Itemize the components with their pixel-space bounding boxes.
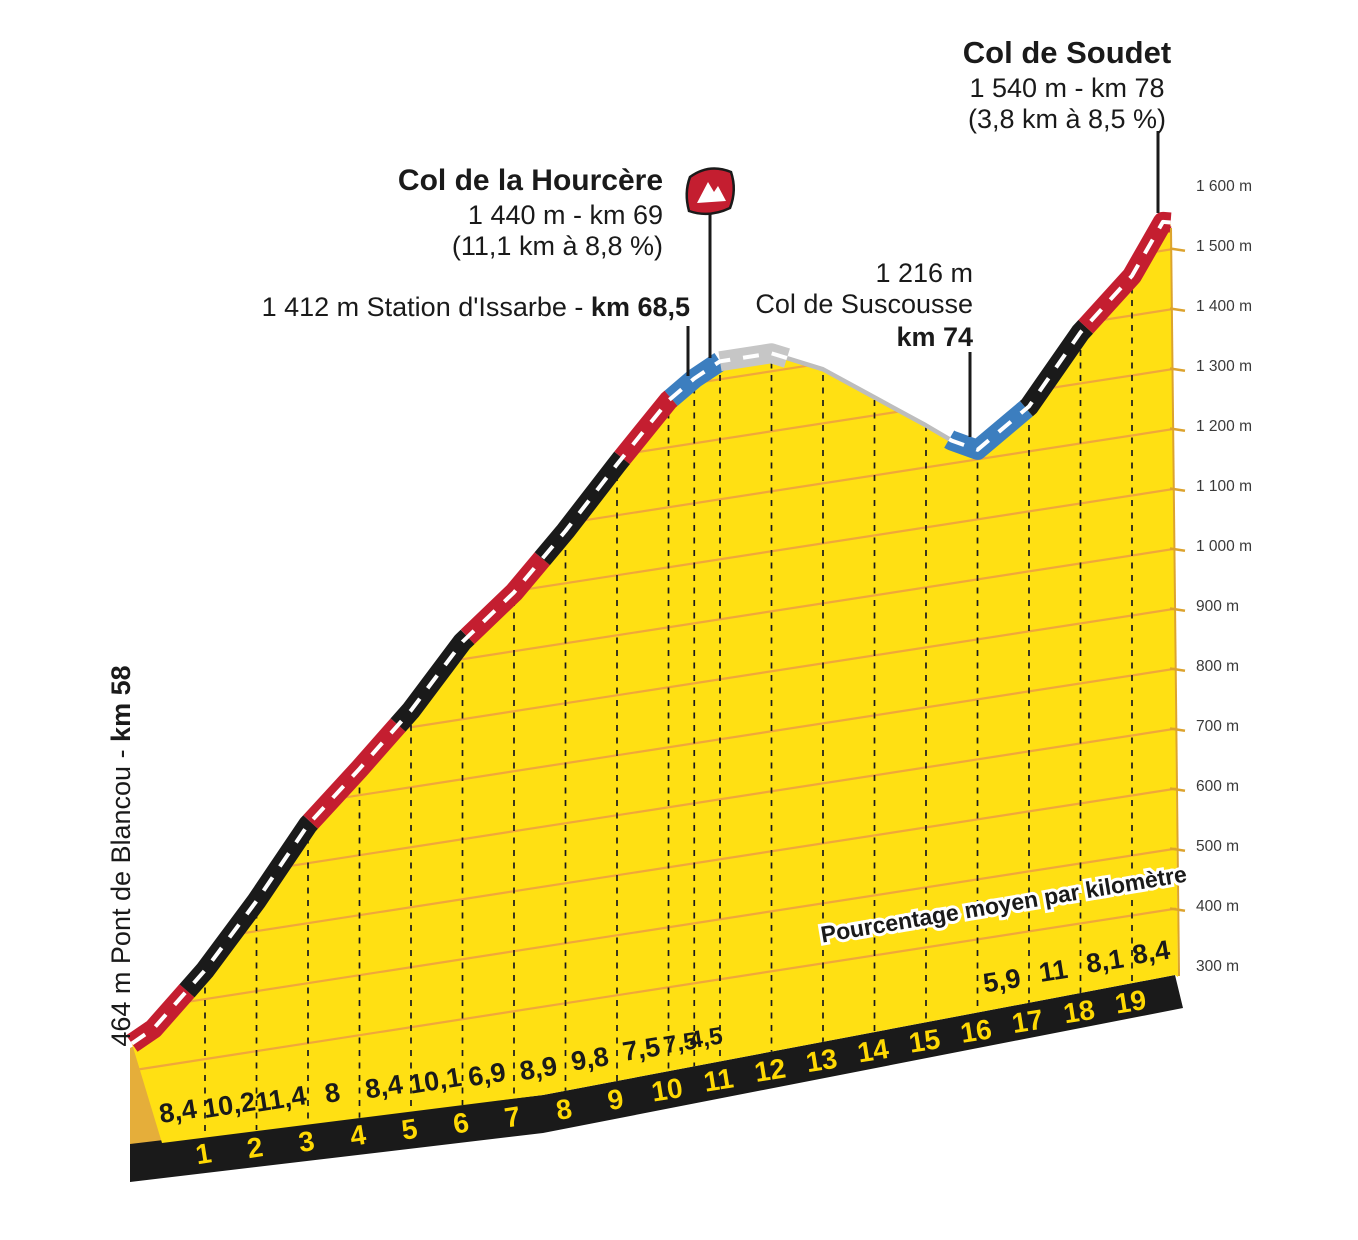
elevation-tick-900m (1169, 607, 1186, 613)
soudet-length-gradient: (3,8 km à 8,5 %) (968, 104, 1166, 134)
road-gradient-bands (126, 211, 1173, 1052)
km-number-4: 4 (348, 1119, 369, 1152)
gridline-600m (137, 787, 1177, 951)
road-segment-thin (786, 355, 951, 442)
km-number-5: 5 (399, 1113, 419, 1146)
elevation-tick-1200m (1169, 427, 1186, 433)
elevation-label-600: 600 m (1196, 778, 1239, 795)
km-number-1: 1 (193, 1137, 213, 1170)
elevation-label-1300: 1 300 m (1196, 358, 1252, 375)
gradient-percent-7_5: 7,5 (620, 1031, 662, 1067)
gridline-400m (137, 907, 1177, 1071)
profile-area (131, 221, 1178, 1143)
gradient-percent-11: 11 (1037, 954, 1070, 988)
km-number-10: 10 (649, 1072, 685, 1107)
right-edge-line (1170, 227, 1180, 977)
elevation-label-1400: 1 400 m (1196, 298, 1252, 315)
elevation-label-1000: 1 000 m (1196, 538, 1252, 555)
elevation-tick-1500m (1169, 247, 1186, 253)
elevation-tick-1400m (1169, 307, 1186, 313)
km-number-8: 8 (554, 1093, 574, 1126)
soudet-title: Col de Soudet (963, 35, 1171, 70)
right-edge-ticks (1169, 227, 1186, 977)
gridline-700m (137, 727, 1177, 891)
gradient-percent-4_5: 4,5 (687, 1022, 724, 1054)
elevation-label-400: 400 m (1196, 898, 1239, 915)
gridline-500m (137, 847, 1177, 1011)
km-number-9: 9 (605, 1083, 625, 1116)
hourcere-title: Col de la Hourcère (398, 164, 663, 197)
profile-body (131, 221, 1178, 1143)
km-band (130, 975, 1183, 1182)
km-number-17: 17 (1010, 1004, 1046, 1039)
km-number-16: 16 (958, 1013, 994, 1048)
elevation-label-1100: 1 100 m (1196, 478, 1252, 495)
km-number-2: 2 (245, 1131, 265, 1164)
elevation-tick-700m (1169, 727, 1186, 733)
elevation-label-500: 500 m (1196, 838, 1239, 855)
elevation-tick-400m (1169, 907, 1186, 913)
elevation-label-800: 800 m (1196, 658, 1239, 675)
km-number-15: 15 (907, 1023, 943, 1058)
callout-hourcere: Col de la Hourcère 1 440 m - km 69 (11,1… (398, 164, 735, 358)
km-number-13: 13 (804, 1043, 840, 1078)
elevation-label-700: 700 m (1196, 718, 1239, 735)
km-number-12: 12 (752, 1052, 788, 1087)
road-centerline-0 (130, 351, 788, 1046)
issarbe-label: 1 412 m Station d'Issarbe - km 68,5 (262, 292, 690, 322)
callout-issarbe: 1 412 m Station d'Issarbe - km 68,5 (262, 292, 690, 376)
gradient-percent-6_9: 6,9 (466, 1057, 508, 1093)
hourcere-elevation-km: 1 440 m - km 69 (468, 200, 663, 230)
elevation-tick-500m (1169, 847, 1186, 853)
elevation-tick-800m (1169, 667, 1186, 673)
elevation-tick-1000m (1169, 547, 1186, 553)
gradient-percent-8_4: 8,4 (157, 1094, 199, 1130)
elevation-label-1600: 1 600 m (1196, 178, 1252, 195)
gradient-percent-8_4: 8,4 (1130, 935, 1172, 971)
km-number-14: 14 (855, 1033, 891, 1069)
gradient-percent-8_4: 8,4 (363, 1069, 405, 1105)
start-label: 464 m Pont de Blancou - km 58 (106, 665, 136, 1046)
km-number-18: 18 (1061, 994, 1097, 1029)
road-centerline-1 (948, 219, 1171, 452)
elevation-tick-1300m (1169, 367, 1186, 373)
gradient-percent-9_8: 9,8 (569, 1041, 611, 1077)
suscousse-km: km 74 (896, 322, 973, 352)
elevation-label-1200: 1 200 m (1196, 418, 1252, 435)
gradient-percent-8_9: 8,9 (517, 1051, 559, 1087)
gradient-percent-7_5: 7,5 (662, 1027, 699, 1059)
suscousse-name: Col de Suscousse (755, 289, 973, 319)
km-number-3: 3 (296, 1125, 316, 1158)
elevation-tick-600m (1169, 787, 1186, 793)
suscousse-elevation: 1 216 m (875, 258, 973, 288)
elevation-label-1500: 1 500 m (1196, 238, 1252, 255)
elevation-tick-1100m (1169, 487, 1186, 493)
km-axis-band (130, 975, 1183, 1182)
gradient-percent-5_9: 5,9 (981, 963, 1023, 999)
callout-suscousse: 1 216 m Col de Suscousse km 74 (755, 258, 973, 437)
gradient-percent-8_1: 8,1 (1084, 943, 1126, 979)
hourcere-length-gradient: (11,1 km à 8,8 %) (452, 231, 663, 261)
km-number-6: 6 (451, 1107, 471, 1140)
soudet-elevation-km: 1 540 m - km 78 (969, 73, 1164, 103)
callout-soudet: Col de Soudet 1 540 m - km 78 (3,8 km à … (963, 35, 1171, 213)
elevation-label-900: 900 m (1196, 598, 1239, 615)
gridline-1500m (137, 247, 1177, 411)
km-number-7: 7 (502, 1101, 522, 1134)
km-tick-numbers: 1 2 3 4 5 6 7 8 9 10 11 12 13 14 15 16 17 18 19 (193, 984, 1148, 1170)
km-number-11: 11 (701, 1062, 735, 1097)
elevation-label-300: 300 m (1196, 958, 1239, 975)
km-number-19: 19 (1113, 984, 1149, 1019)
summit-flag-icon (685, 167, 735, 216)
elevation-axis-labels: 1 600 m 1 500 m 1 400 m 1 300 m 1 200 m 1 100… (1196, 178, 1252, 975)
gradient-percent-8: 8 (323, 1077, 343, 1109)
